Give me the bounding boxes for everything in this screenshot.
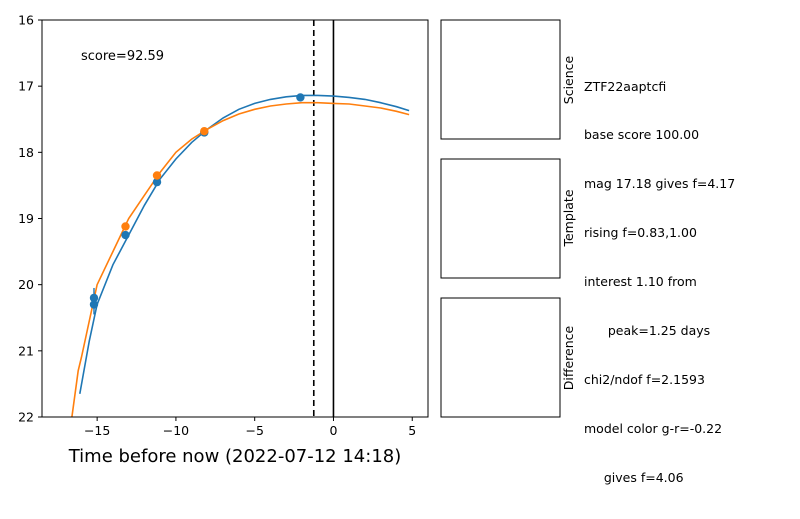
x-tick-label: −5 xyxy=(245,423,263,438)
data-point-r xyxy=(121,222,129,230)
y-tick-label: 20 xyxy=(18,277,34,292)
science-panel: Science xyxy=(441,20,576,139)
template-label: Template xyxy=(561,189,576,247)
x-tick-label: −15 xyxy=(84,423,110,438)
figure: −15 −10 −5 0 5 16 17 18 19 20 21 22 score=92.59 Tim… xyxy=(0,0,800,480)
x-tick-label: −10 xyxy=(163,423,189,438)
score-info-text: ZTF22aaptcfi base score 100.00 mag 17.18… xyxy=(584,46,735,519)
difference-label: Difference xyxy=(561,325,576,390)
x-tick-label: 5 xyxy=(408,423,416,438)
reference-lines xyxy=(314,20,334,417)
y-tick-label: 17 xyxy=(18,79,34,94)
difference-image-frame xyxy=(441,298,560,417)
info-line-model-color: model color g-r=-0.22 xyxy=(584,421,735,437)
x-axis-label: Time before now (2022-07-12 14:18) xyxy=(68,446,402,467)
info-line-base-score: base score 100.00 xyxy=(584,127,735,143)
data-point-g xyxy=(296,93,304,101)
y-tick-label: 22 xyxy=(18,410,34,425)
data-points xyxy=(90,93,305,314)
template-panel: Template xyxy=(441,159,576,278)
difference-panel: Difference xyxy=(441,298,576,417)
model-curve-r xyxy=(72,103,409,417)
template-image-frame xyxy=(441,159,560,278)
y-tick-label: 16 xyxy=(18,13,34,28)
data-point-g xyxy=(90,294,98,302)
science-label: Science xyxy=(561,55,576,104)
info-line-object-id: ZTF22aaptcfi xyxy=(584,79,735,95)
light-curve-plot: −15 −10 −5 0 5 16 17 18 19 20 21 22 score=92.59 Tim… xyxy=(18,13,428,468)
data-point-g xyxy=(121,231,129,239)
y-tick-label: 19 xyxy=(18,211,34,226)
info-line-rising: rising f=0.83,1.00 xyxy=(584,225,735,241)
data-point-r xyxy=(200,127,208,135)
science-image-frame xyxy=(441,20,560,139)
info-line-chi2: chi2/ndof f=2.1593 xyxy=(584,372,735,388)
plot-frame xyxy=(42,20,428,417)
x-tick-label: 0 xyxy=(329,423,337,438)
info-line-mag: mag 17.18 gives f=4.17 xyxy=(584,176,735,192)
info-line-peak: peak=1.25 days xyxy=(584,323,735,339)
info-line-color-factor: gives f=4.06 xyxy=(584,470,735,486)
y-tick-label: 21 xyxy=(18,343,34,358)
info-line-interest: interest 1.10 from xyxy=(584,274,735,290)
y-tick-label: 18 xyxy=(18,145,34,160)
model-curves xyxy=(72,95,409,417)
score-annotation: score=92.59 xyxy=(81,49,164,64)
data-point-r xyxy=(153,171,161,179)
model-curve-g xyxy=(80,95,409,393)
